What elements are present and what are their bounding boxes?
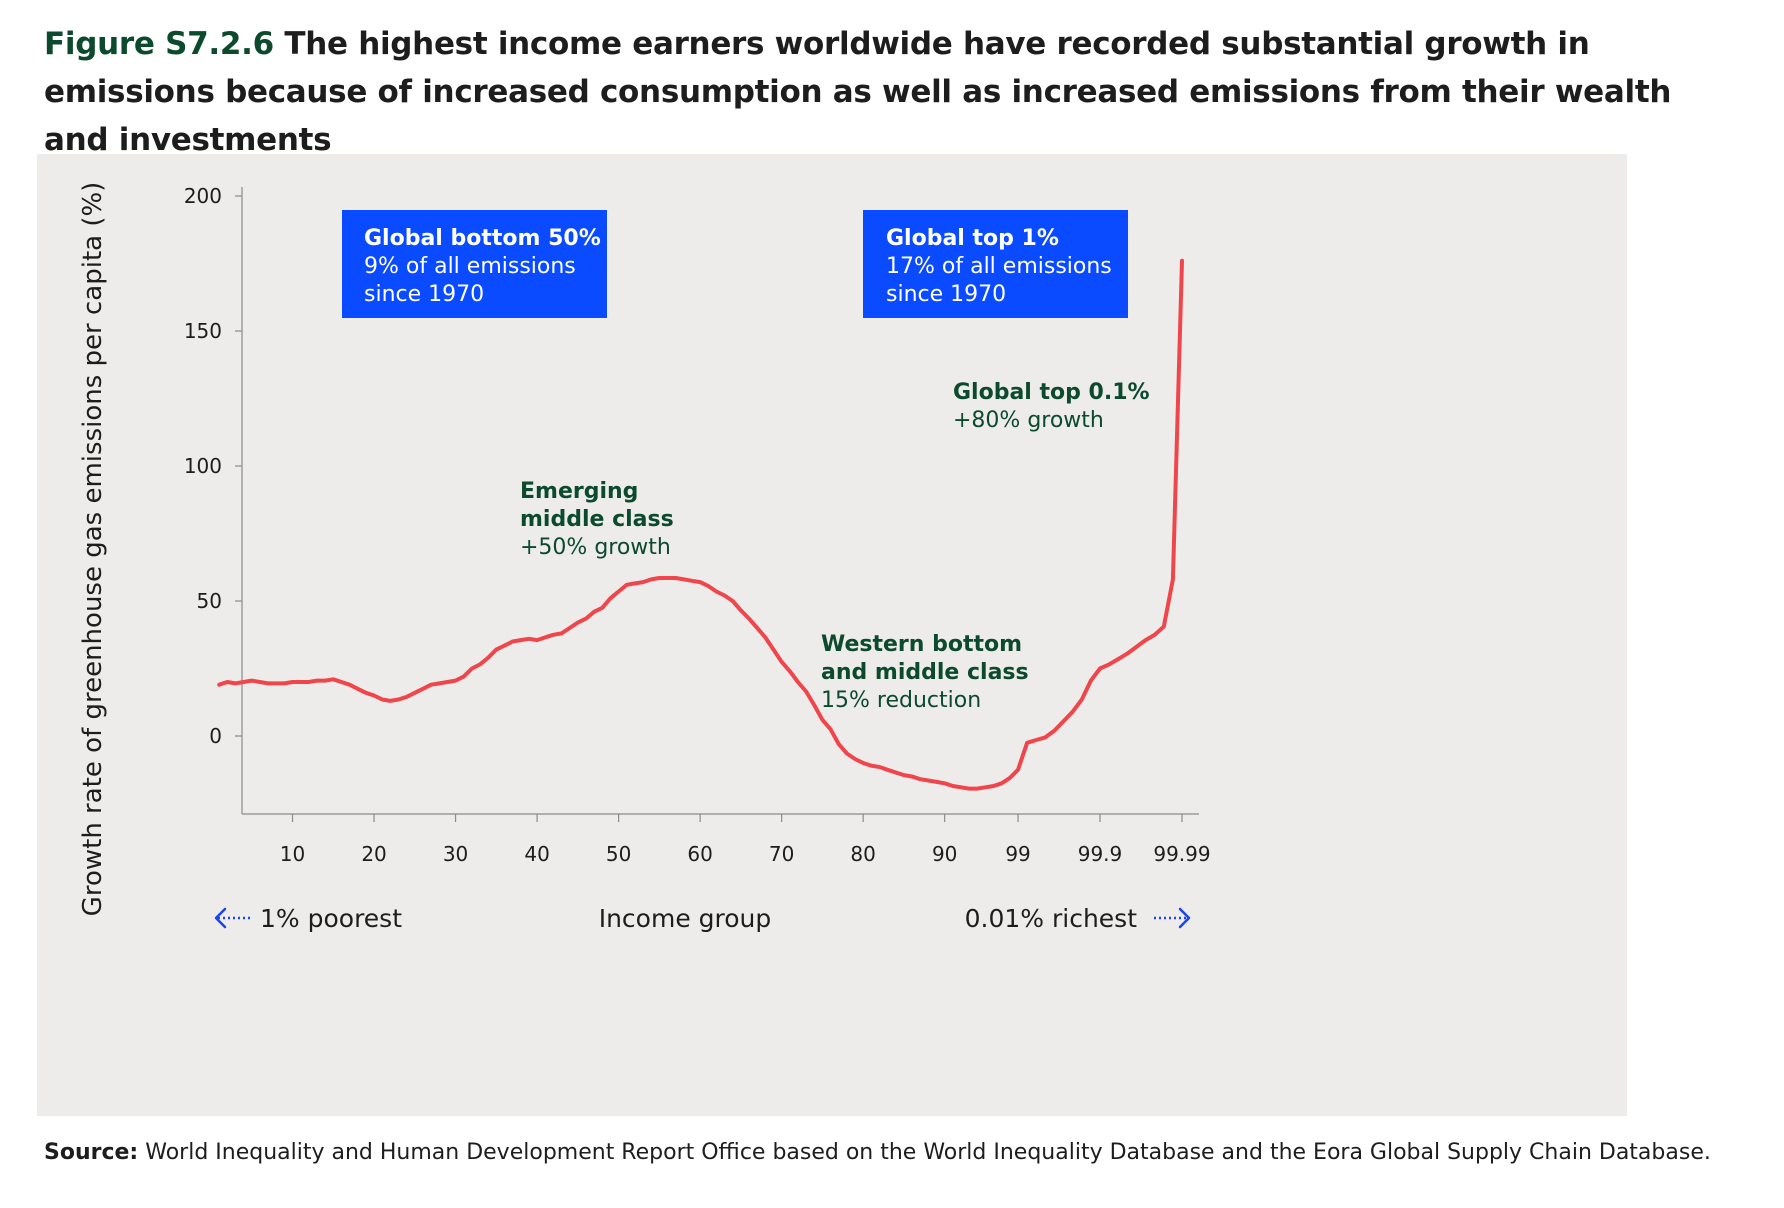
annotation-top01-title: Global top 0.1% xyxy=(953,380,1150,405)
x-tick-label-50: 50 xyxy=(606,842,631,866)
right-footer-label: 0.01% richest xyxy=(965,904,1138,933)
y-tick-label-100: 100 xyxy=(184,454,222,478)
figure-title-text: The highest income earners worldwide hav… xyxy=(44,26,1672,158)
y-axis-title: Growth rate of greenhouse gas emissions … xyxy=(78,182,108,917)
callout-bottom-50-title: Global bottom 50% xyxy=(364,226,601,251)
x-tick-label-20: 20 xyxy=(361,842,386,866)
series-line-emissions-growth xyxy=(217,258,1184,791)
x-ticks: 10 20 30 40 50 60 70 80 90 99 99.9 99.99 xyxy=(280,814,1211,866)
x-tick-label-99: 99 xyxy=(1005,842,1030,866)
y-tick-label-50: 50 xyxy=(197,589,222,613)
x-tick-label-90: 90 xyxy=(932,842,957,866)
right-arrow-icon xyxy=(1154,907,1191,929)
annotation-emerging-middle-class: Emerging middle class +50% growth xyxy=(520,479,674,560)
callout-top-1-line2: since 1970 xyxy=(886,282,1006,307)
left-footer-label: 1% poorest xyxy=(260,904,402,933)
x-tick-label-99.99: 99.99 xyxy=(1153,842,1210,866)
callout-bottom-50-line2: since 1970 xyxy=(364,282,484,307)
callout-bottom-50-line1: 9% of all emissions xyxy=(364,254,576,279)
annotation-emerging-title2: middle class xyxy=(520,507,674,532)
annotation-western-text: 15% reduction xyxy=(821,688,981,713)
annotation-western-bottom-middle: Western bottom and middle class 15% redu… xyxy=(821,632,1029,713)
x-tick-label-60: 60 xyxy=(687,842,712,866)
figure-label: Figure S7.2.6 xyxy=(44,26,274,62)
chart-svg: 0 50 100 150 200 10 20 30 40 50 60 70 80 90 99 99.9 99.… xyxy=(78,182,1211,933)
x-tick-label-80: 80 xyxy=(850,842,875,866)
x-axis-title: Income group xyxy=(599,904,772,933)
callout-top-1-title: Global top 1% xyxy=(886,226,1059,251)
x-tick-label-40: 40 xyxy=(524,842,549,866)
source-label: Source: xyxy=(44,1140,139,1165)
annotation-top-0-1: Global top 0.1% +80% growth xyxy=(953,380,1150,433)
callout-top-1-box xyxy=(863,210,1128,318)
annotation-emerging-title: Emerging xyxy=(520,479,638,504)
source-text: World Inequality and Human Development R… xyxy=(145,1140,1711,1165)
chart-panel: 0 50 100 150 200 10 20 30 40 50 60 70 80 90 99 99.9 99.… xyxy=(37,154,1627,1116)
annotation-emerging-text: +50% growth xyxy=(520,535,671,560)
callout-top-1-line1: 17% of all emissions xyxy=(886,254,1112,279)
callout-top-1: Global top 1% 17% of all emissions since… xyxy=(863,210,1128,318)
y-ticks: 0 50 100 150 200 xyxy=(184,184,242,748)
annotation-western-title: Western bottom xyxy=(821,632,1022,657)
left-arrow-icon xyxy=(214,907,251,929)
figure-title: Figure S7.2.6 The highest income earners… xyxy=(44,20,1744,164)
annotation-top01-text: +80% growth xyxy=(953,408,1104,433)
source-note: Source: World Inequality and Human Devel… xyxy=(44,1140,1711,1165)
x-tick-label-70: 70 xyxy=(769,842,794,866)
y-tick-label-200: 200 xyxy=(184,184,222,208)
callout-bottom-50: Global bottom 50% 9% of all emissions si… xyxy=(342,210,607,318)
annotation-western-title2: and middle class xyxy=(821,660,1029,685)
callout-bottom-50-box xyxy=(342,210,607,318)
y-tick-label-150: 150 xyxy=(184,319,222,343)
x-tick-label-99.9: 99.9 xyxy=(1078,842,1123,866)
y-tick-label-0: 0 xyxy=(209,724,222,748)
x-tick-label-30: 30 xyxy=(443,842,468,866)
x-tick-label-10: 10 xyxy=(280,842,305,866)
